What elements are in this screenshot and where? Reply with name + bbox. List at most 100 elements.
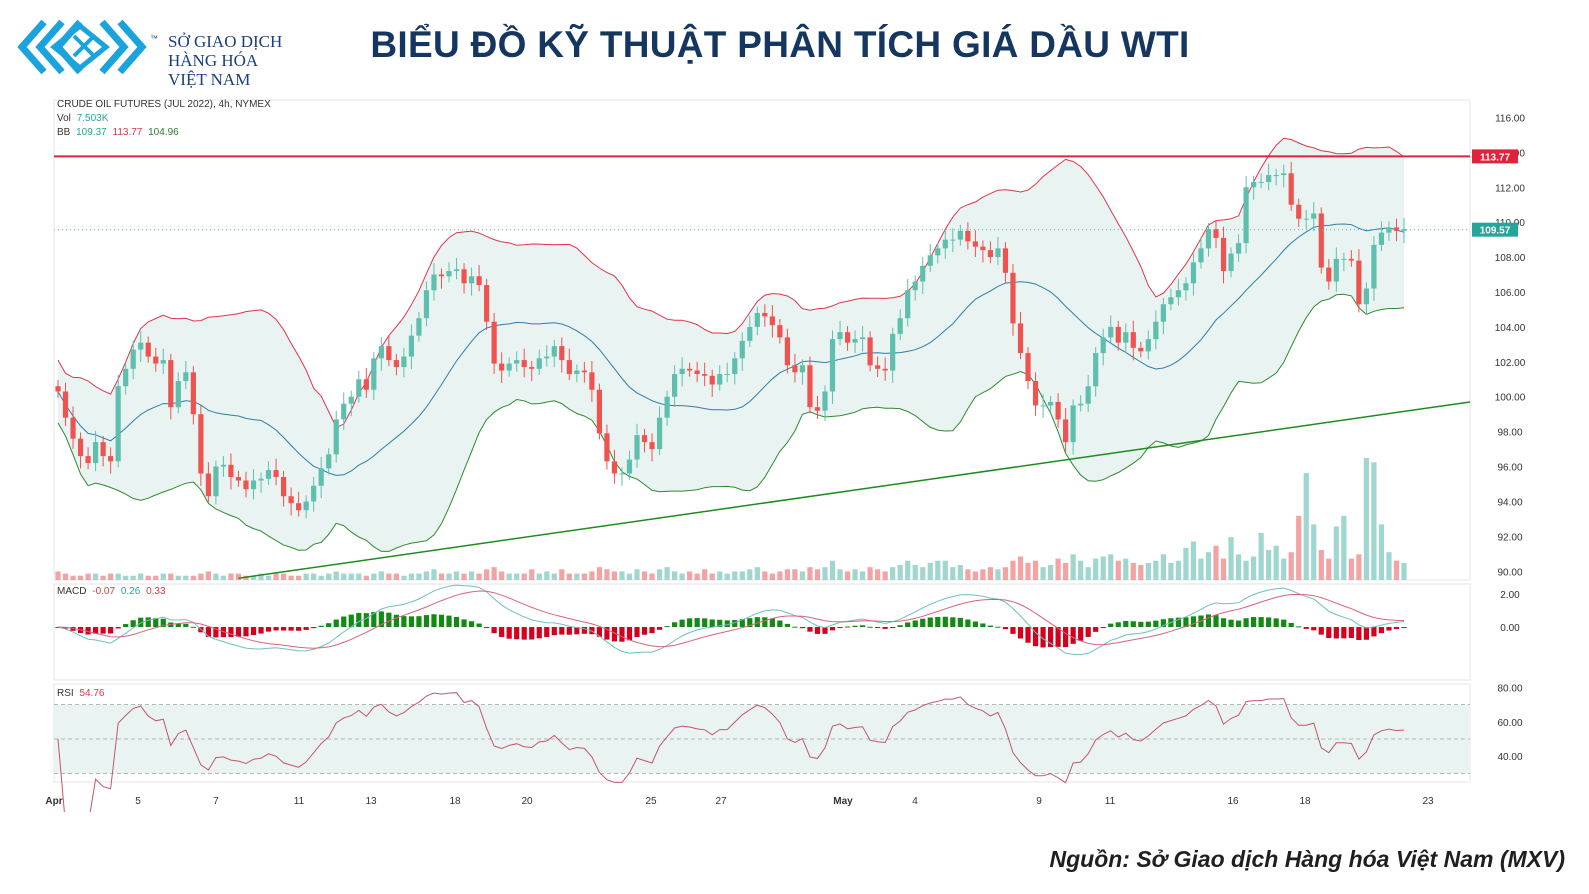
candle-body (1183, 283, 1189, 291)
macd-histogram-bar (85, 627, 91, 635)
macd-histogram-bar (792, 626, 798, 628)
candle-body (506, 363, 512, 371)
x-axis-tick: 11 (294, 796, 305, 807)
volume-bar (228, 573, 234, 580)
candle-body (416, 318, 422, 336)
candle-body (844, 332, 851, 343)
candle-body (1100, 337, 1106, 354)
page-title: BIỂU ĐỒ KỸ THUẬT PHÂN TÍCH GIÁ DẦU WTI (370, 24, 1190, 65)
macd-histogram-bar (318, 625, 324, 628)
candle-body (461, 269, 467, 284)
candle-body (213, 466, 219, 497)
volume-bar (995, 569, 1001, 580)
macd-histogram-bar (995, 626, 1001, 628)
macd-histogram-bar (566, 627, 572, 635)
candle-body (62, 391, 69, 418)
candle-body (1040, 405, 1046, 407)
macd-panel-frame (53, 583, 1471, 681)
candle-body (393, 360, 399, 368)
candle-body (138, 342, 144, 350)
macd-histogram-bar (611, 627, 618, 642)
candle-body (378, 346, 384, 359)
macd-histogram-bar (1205, 614, 1212, 628)
macd-histogram-bar (1311, 627, 1317, 631)
candle-body (905, 290, 911, 319)
candle-body (1047, 401, 1054, 406)
candle-body (484, 285, 490, 322)
bollinger-band-fill (58, 138, 1404, 552)
candle-body (950, 239, 956, 241)
volume-bar (386, 573, 392, 580)
macd-histogram-bar (1130, 621, 1136, 628)
price-axis-tick: 100.00 (1495, 393, 1526, 404)
volume-bar (950, 567, 956, 580)
macd-histogram-bar (619, 627, 625, 642)
candle-body (1213, 229, 1219, 238)
macd-histogram-bar (529, 627, 535, 640)
volume-bar (1378, 524, 1385, 580)
macd-histogram-bar (1017, 627, 1024, 639)
volume-bar (123, 575, 129, 580)
candle-body (1032, 381, 1039, 406)
candle-body (1228, 253, 1234, 272)
volume-bar (280, 573, 287, 580)
price-panel-frame (53, 99, 1471, 581)
volume-bar (1333, 526, 1339, 580)
volume-bar (393, 573, 399, 580)
macd-histogram-bar (1386, 627, 1392, 631)
candle-body (641, 435, 648, 443)
volume-bar (1386, 552, 1392, 580)
candle-body (468, 276, 475, 284)
volume-bar (1318, 550, 1324, 580)
volume-bar (1153, 560, 1159, 580)
candle-body (1153, 321, 1159, 340)
macd-signal-value: 0.26 (120, 586, 141, 597)
volume-bar (702, 569, 708, 580)
macd-histogram-bar (672, 622, 678, 628)
candle-body (1363, 288, 1370, 305)
candle-body (1168, 297, 1174, 305)
candle-body (431, 274, 437, 291)
candle-body (709, 375, 715, 385)
macd-histogram-bar (92, 627, 99, 634)
candle-body (995, 248, 1001, 258)
candle-body (1108, 326, 1114, 338)
macd-histogram-bar (1153, 620, 1159, 628)
macd-histogram-bar (724, 620, 730, 628)
candle-body (935, 248, 941, 256)
macd-histogram-bar (687, 618, 693, 628)
macd-histogram-bar (754, 617, 760, 628)
macd-histogram-bar (739, 619, 745, 628)
volume-bar (476, 573, 482, 580)
macd-histogram-bar (814, 627, 821, 634)
candle-body (183, 372, 189, 382)
macd-histogram-bar (303, 627, 309, 630)
candle-body (912, 281, 918, 291)
volume-bar (724, 573, 730, 580)
macd-histogram-bar (378, 611, 384, 628)
macd-histogram-bar (280, 627, 287, 631)
macd-legend: MACD -0.07 0.26 0.33 (57, 586, 166, 597)
macd-histogram-bar (641, 627, 648, 635)
macd-histogram-bar (574, 627, 580, 635)
candle-body (792, 365, 798, 373)
macd-histogram-bar (1281, 619, 1287, 628)
macd-histogram-bar (100, 627, 106, 634)
candle-body (491, 321, 497, 364)
candle-body (1333, 258, 1339, 282)
macd-histogram-bar (55, 627, 61, 629)
macd-histogram-bar (905, 622, 911, 628)
volume-bar (792, 569, 798, 580)
volume-bar (1288, 552, 1294, 580)
volume-bar (303, 573, 309, 580)
volume-bar (694, 573, 700, 580)
candle-body (423, 290, 430, 319)
macd-histogram-bar (521, 627, 527, 640)
volume-bar (965, 569, 971, 580)
candle-body (626, 459, 633, 474)
volume-bar (1002, 567, 1009, 580)
price-axis-tick: 96.00 (1497, 463, 1522, 474)
macd-histogram-bar (1040, 627, 1046, 648)
candle-body (205, 473, 211, 497)
macd-histogram-bar (393, 614, 399, 628)
